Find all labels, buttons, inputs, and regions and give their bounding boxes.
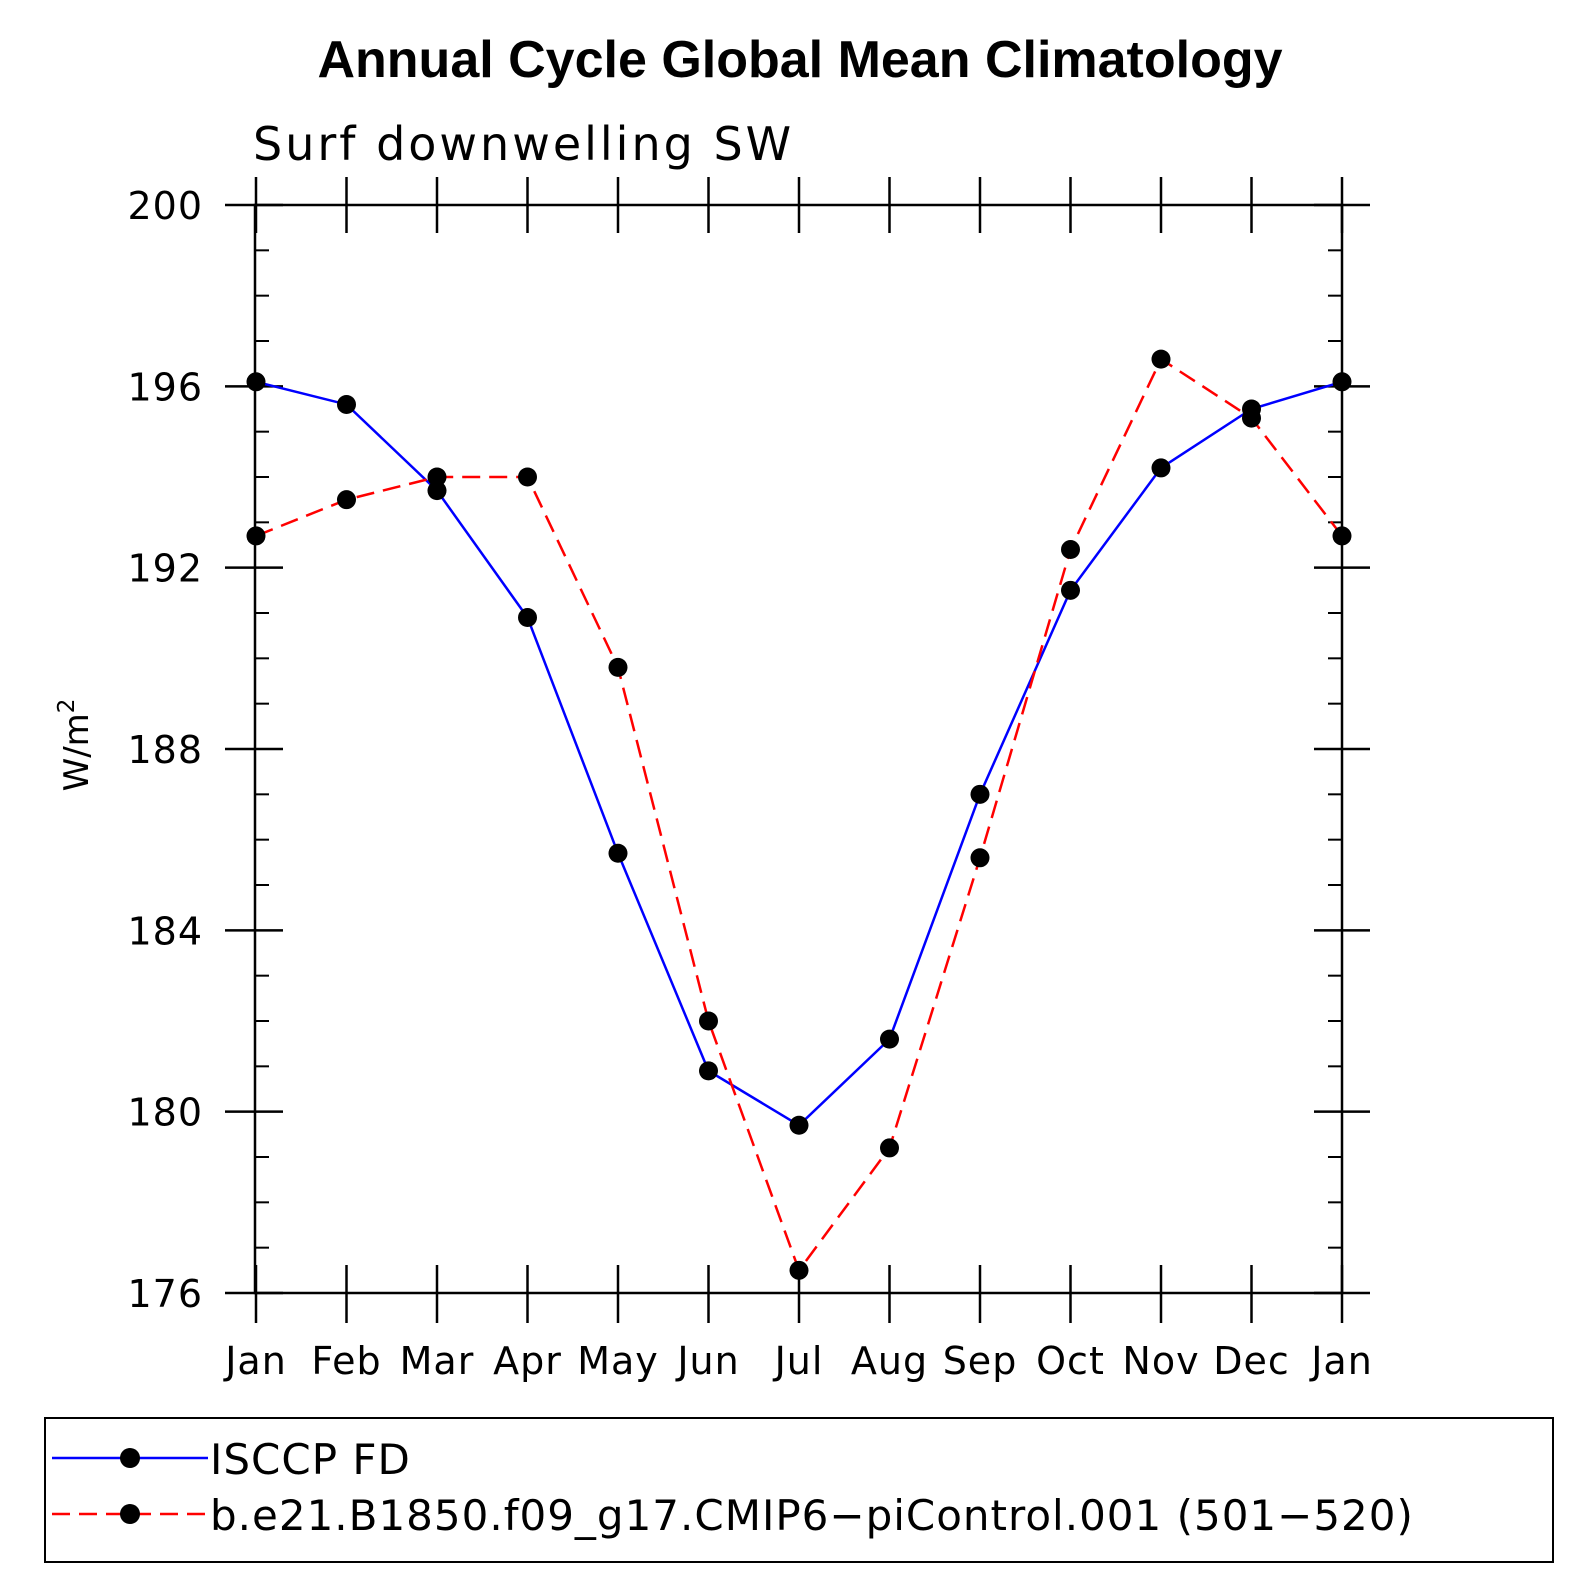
data-point-series-2 xyxy=(337,490,356,510)
x-tick-label: Feb xyxy=(311,1339,381,1383)
data-point-series-2 xyxy=(880,1138,899,1158)
data-point-series-2 xyxy=(427,467,447,487)
x-tick-label: Nov xyxy=(1122,1339,1199,1383)
x-tick-label: Dec xyxy=(1213,1339,1290,1383)
data-point-series-2 xyxy=(1151,349,1171,369)
legend-label-series-1: ISCCP FD xyxy=(210,1435,411,1484)
y-tick-label: 180 xyxy=(127,1091,203,1135)
data-point-series-2 xyxy=(1061,540,1080,560)
data-point-series-2 xyxy=(699,1011,718,1031)
y-tick-label: 184 xyxy=(127,909,203,953)
data-point-series-1 xyxy=(427,481,447,501)
y-tick-labels: 176 180 184 188 192 196 200 xyxy=(127,184,203,1316)
chart-subtitle: Surf downwelling SW xyxy=(253,117,794,171)
data-point-series-1 xyxy=(880,1029,899,1049)
y-axis-label-superscript: 2 xyxy=(54,699,80,714)
data-point-series-2 xyxy=(789,1260,809,1280)
data-point-series-1 xyxy=(337,394,356,414)
x-tick-label: Sep xyxy=(943,1339,1018,1383)
series-line-1 xyxy=(255,380,1343,1127)
data-point-series-2 xyxy=(608,657,628,677)
data-point-series-1 xyxy=(1061,580,1080,600)
y-axis-label-unit: W/m xyxy=(57,713,97,791)
data-point-series-1 xyxy=(1151,458,1171,478)
y-tick-label: 188 xyxy=(127,728,203,772)
legend-label-series-2: b.e21.B1850.f09_g17.CMIP6−piControl.001 … xyxy=(210,1491,1414,1540)
x-tick-label: Jul xyxy=(773,1339,824,1383)
data-point-series-2 xyxy=(970,848,990,868)
legend: ISCCP FD b.e21.B1850.f09_g17.CMIP6−piCon… xyxy=(44,1417,1554,1563)
data-point-series-2 xyxy=(1242,408,1261,428)
plot-frame xyxy=(253,203,1344,1295)
data-point-series-1 xyxy=(789,1115,809,1135)
axes-ticks xyxy=(225,177,1370,1323)
x-tick-label: Aug xyxy=(851,1339,928,1383)
x-tick-label: Apr xyxy=(493,1339,562,1383)
y-tick-label: 192 xyxy=(127,547,203,591)
x-tick-label: Jan xyxy=(1309,1339,1373,1383)
data-point-series-1 xyxy=(518,608,537,628)
x-tick-label: Jan xyxy=(223,1339,287,1383)
x-tick-label: Oct xyxy=(1036,1339,1105,1383)
data-point-series-1 xyxy=(970,784,990,804)
legend-marker-series-1 xyxy=(120,1448,140,1468)
chart-title: Annual Cycle Global Mean Climatology xyxy=(317,31,1282,89)
x-tick-label: Jun xyxy=(675,1339,739,1383)
legend-marker-series-2 xyxy=(120,1504,140,1524)
data-point-series-1 xyxy=(608,843,628,863)
data-point-series-2 xyxy=(518,467,537,487)
legend-box xyxy=(44,1417,1554,1563)
series-markers xyxy=(246,349,1352,1280)
data-point-series-1 xyxy=(699,1061,718,1081)
x-tick-label: May xyxy=(577,1339,659,1383)
y-axis-label: W/m2 xyxy=(54,699,97,792)
y-tick-label: 200 xyxy=(127,184,203,228)
x-tick-label: Mar xyxy=(400,1339,475,1383)
y-tick-label: 176 xyxy=(127,1272,203,1316)
y-tick-label: 196 xyxy=(127,365,203,409)
x-tick-labels: Jan Feb Mar Apr May Jun Jul Aug Sep Oct Nov Dec Jan xyxy=(223,1339,1373,1383)
